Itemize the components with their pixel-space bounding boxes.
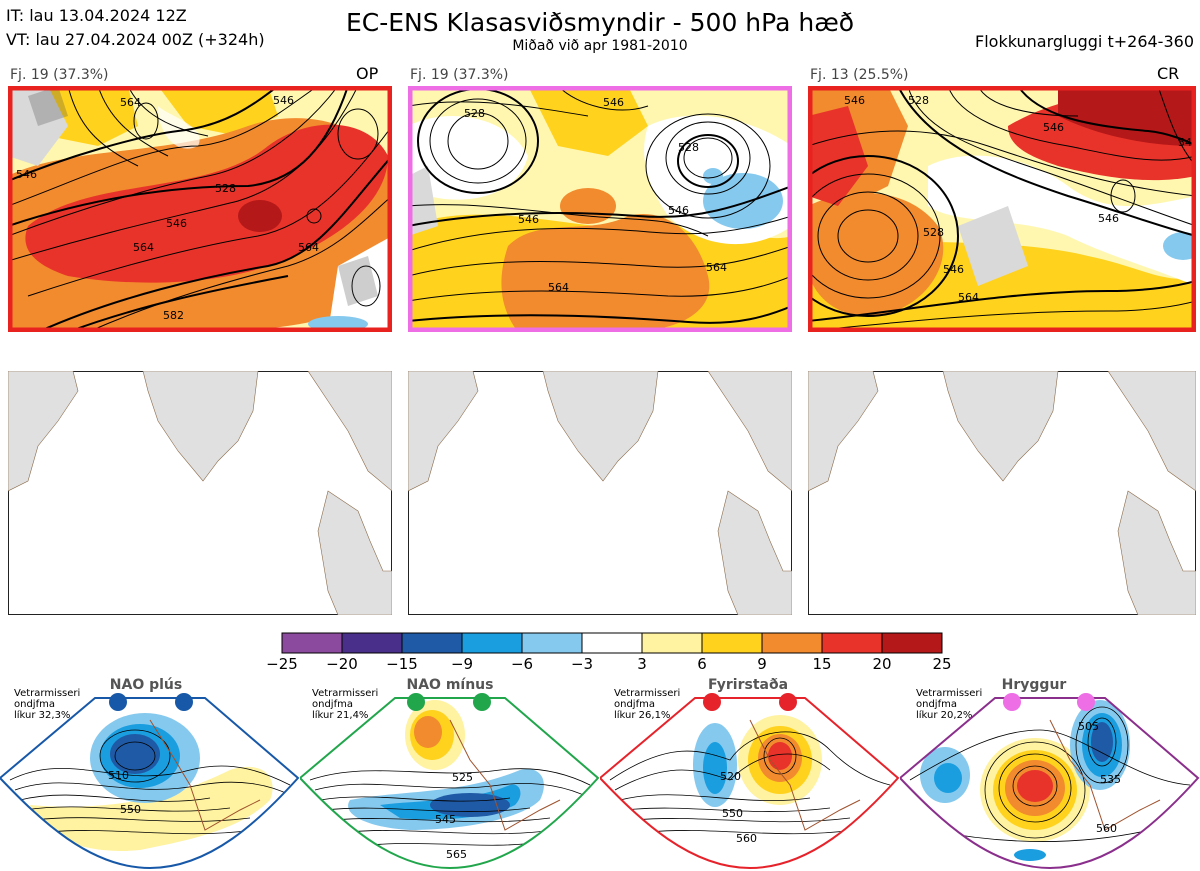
svg-text:528: 528 <box>678 141 699 154</box>
panel-3-tag: CR <box>1157 64 1180 83</box>
colorbar-tick-label: 9 <box>757 655 767 673</box>
svg-text:528: 528 <box>464 107 485 120</box>
colorbar-tick-label: 25 <box>932 655 952 673</box>
colorbar-tick-label: −3 <box>570 655 594 673</box>
regime-4-note-3: líkur 20,2% <box>916 710 973 721</box>
colorbar-bin-9 <box>821 632 883 654</box>
empty-map-1 <box>8 371 392 615</box>
svg-text:582: 582 <box>163 309 184 322</box>
regime-2-contour-c: 565 <box>446 848 467 861</box>
svg-text:546: 546 <box>668 204 689 217</box>
regime-3-note-2: ondjfma <box>614 699 655 710</box>
chart-subtitle: Miðað við apr 1981-2010 <box>512 38 688 54</box>
chart-title: EC-ENS Klasasviðsmyndir - 500 hPa hæð <box>345 8 855 37</box>
svg-text:546: 546 <box>1098 212 1119 225</box>
colorbar-bin-0 <box>281 632 343 654</box>
svg-text:546: 546 <box>273 94 294 107</box>
colorbar-tick-label: −25 <box>266 655 298 673</box>
regime-2-title: NAO mínus <box>406 677 494 693</box>
svg-text:528: 528 <box>923 226 944 239</box>
regime-map-blocking: 520 550 560 <box>600 693 900 870</box>
regime-2-contour-a: 525 <box>452 771 473 784</box>
regime-3-title: Fyrirstaða <box>707 677 789 693</box>
regime-2-note-1: Vetrarmisseri <box>312 688 379 699</box>
regime-1-note-2: ondjfma <box>14 699 55 710</box>
regime-2-note-2: ondjfma <box>312 699 353 710</box>
regime-map-nao-plus: 510 550 <box>0 693 300 870</box>
svg-text:564: 564 <box>298 241 319 254</box>
svg-text:546: 546 <box>16 168 37 181</box>
colorbar-tick-label: 6 <box>697 655 707 673</box>
panel-1-label: Fj. 19 (37.3%) <box>10 67 109 83</box>
regime-1-title: NAO plús <box>109 677 183 693</box>
regime-map-nao-minus: 525 545 565 <box>300 693 600 870</box>
cluster-map-3: 546 528 546 546 546 564 546 528 <box>808 86 1196 332</box>
svg-text:564: 564 <box>120 96 141 109</box>
cluster-map-2: 528 546 528 546 564 564 546 <box>408 86 792 332</box>
regime-2-contour-b: 545 <box>435 813 456 826</box>
colorbar-tick-label: −15 <box>386 655 418 673</box>
regime-4-contour-b: 535 <box>1100 773 1121 786</box>
regime-4-contour-c: 560 <box>1096 822 1117 835</box>
colorbar-bin-8 <box>761 632 823 654</box>
regime-map-ridge: 505 535 560 <box>900 693 1200 870</box>
regime-4-note-2: ondjfma <box>916 699 957 710</box>
regime-1-note-1: Vetrarmisseri <box>14 688 81 699</box>
svg-text:564: 564 <box>958 291 979 304</box>
svg-text:564: 564 <box>133 241 154 254</box>
initial-time: IT: lau 13.04.2024 12Z <box>6 6 187 25</box>
colorbar-bin-10 <box>881 632 943 654</box>
colorbar-tick-label: −6 <box>510 655 534 673</box>
colorbar-tick-label: 15 <box>812 655 832 673</box>
svg-text:564: 564 <box>548 281 569 294</box>
panel-2-label: Fj. 19 (37.3%) <box>410 67 509 83</box>
svg-text:546: 546 <box>166 217 187 230</box>
svg-text:528: 528 <box>908 94 929 107</box>
colorbar-bin-3 <box>461 632 523 654</box>
svg-text:528: 528 <box>215 182 236 195</box>
regime-4-title: Hryggur <box>1001 677 1067 693</box>
colorbar-bin-6 <box>641 632 703 654</box>
regime-1-contour-a: 510 <box>108 769 129 782</box>
colorbar-bin-1 <box>341 632 403 654</box>
regime-4-contour-a: 505 <box>1078 720 1099 733</box>
svg-text:546: 546 <box>1043 121 1064 134</box>
regime-1-contour-b: 550 <box>120 803 141 816</box>
regime-4-note-1: Vetrarmisseri <box>916 688 983 699</box>
regime-2-note-3: líkur 21,4% <box>312 710 369 721</box>
panel-1-tag: OP <box>356 64 379 83</box>
colorbar-bin-4 <box>521 632 583 654</box>
colorbar-bin-2 <box>401 632 463 654</box>
valid-time: VT: lau 27.04.2024 00Z (+324h) <box>6 30 265 49</box>
regime-3-contour-b: 550 <box>722 807 743 820</box>
cluster-map-1: 546 528 546 564 564 582 564 546 <box>8 86 392 332</box>
panel-3-label: Fj. 13 (25.5%) <box>810 67 909 83</box>
svg-text:546: 546 <box>943 263 964 276</box>
colorbar-bin-5 <box>581 632 643 654</box>
svg-text:564: 564 <box>706 261 727 274</box>
colorbar-bin-7 <box>701 632 763 654</box>
colorbar-tick-label: −20 <box>326 655 358 673</box>
regime-3-contour-c: 560 <box>736 832 757 845</box>
regime-3-contour-a: 520 <box>720 770 741 783</box>
svg-text:546: 546 <box>603 96 624 109</box>
regime-1-note-3: líkur 32,3% <box>14 710 71 721</box>
empty-map-3 <box>808 371 1196 615</box>
classification-window: Flokkunargluggi t+264-360 <box>975 32 1194 51</box>
colorbar-tick-label: 20 <box>872 655 892 673</box>
colorbar-tick-label: 3 <box>637 655 647 673</box>
colorbar-tick-label: −9 <box>450 655 474 673</box>
regime-3-note-3: líkur 26,1% <box>614 710 671 721</box>
regime-3-note-1: Vetrarmisseri <box>614 688 681 699</box>
colorbar <box>281 632 943 654</box>
empty-map-2 <box>408 371 792 615</box>
svg-text:546: 546 <box>844 94 865 107</box>
svg-text:546: 546 <box>518 213 539 226</box>
